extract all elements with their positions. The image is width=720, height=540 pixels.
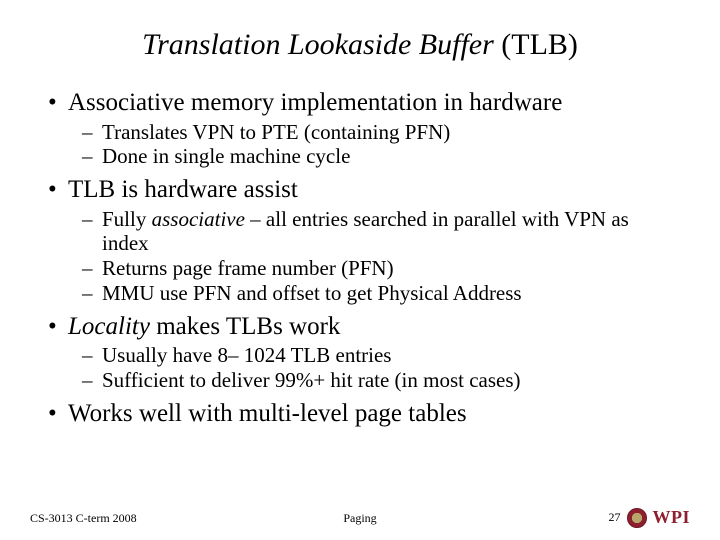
bullet-1-sub-2: Done in single machine cycle (40, 144, 680, 169)
slide: Translation Lookaside Buffer (TLB) Assoc… (0, 0, 720, 540)
page-number: 27 (609, 510, 621, 525)
slide-title: Translation Lookaside Buffer (TLB) (40, 28, 680, 62)
bullet-1-text: Associative memory implementation in har… (68, 89, 562, 116)
bullet-3-sub-2: Sufficient to deliver 99%+ hit rate (in … (40, 368, 680, 393)
bullet-1: Associative memory implementation in har… (40, 88, 680, 118)
bullet-2: TLB is hardware assist (40, 175, 680, 205)
bullet-4: Works well with multi-level page tables (40, 399, 680, 429)
bullet-1-sub-1: Translates VPN to PTE (containing PFN) (40, 120, 680, 145)
bullet-2-sub-1: Fully associative – all entries searched… (40, 207, 680, 257)
bullet-1-sub: Translates VPN to PTE (containing PFN) D… (40, 120, 680, 170)
bullet-2-sub-2: Returns page frame number (PFN) (40, 256, 680, 281)
bullet-2-text: TLB is hardware assist (68, 176, 298, 203)
bullet-2-sub: Fully associative – all entries searched… (40, 207, 680, 306)
title-plain: (TLB) (494, 28, 578, 61)
bullet-3-sub-1: Usually have 8– 1024 TLB entries (40, 343, 680, 368)
bullet-4-text: Works well with multi-level page tables (68, 400, 467, 427)
bullet-2-sub-3: MMU use PFN and offset to get Physical A… (40, 281, 680, 306)
title-italic: Translation Lookaside Buffer (142, 28, 494, 61)
footer-right: 27 WPI (609, 507, 691, 528)
logo-text: WPI (653, 507, 691, 528)
bullet-3-sub: Usually have 8– 1024 TLB entries Suffici… (40, 343, 680, 393)
bullet-3-em: Locality (68, 313, 150, 340)
bullet-3-post: makes TLBs work (150, 313, 341, 340)
bullet-list: Associative memory implementation in har… (40, 88, 680, 428)
bullet-3: Locality makes TLBs work (40, 312, 680, 342)
logo-seal-icon (627, 508, 647, 528)
